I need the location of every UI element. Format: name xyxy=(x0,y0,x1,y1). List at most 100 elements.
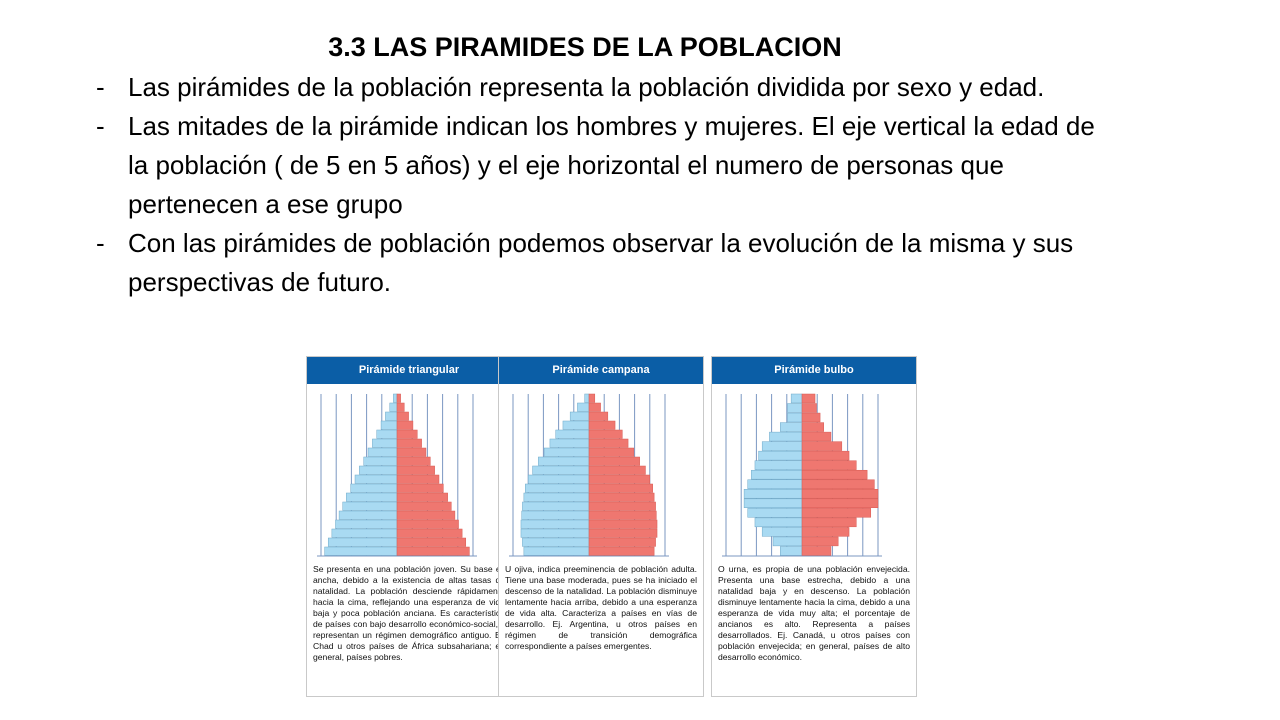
male-bar xyxy=(769,431,803,442)
female-bar xyxy=(588,420,616,430)
panel-description: O urna, es propia de una población envej… xyxy=(718,564,910,662)
bullet-item: - Las mitades de la pirámide indican los … xyxy=(96,107,1096,224)
pyramid-panel-bell: Pirámide campana U ojiva, indica preemin… xyxy=(498,356,704,697)
female-bar xyxy=(801,498,879,509)
female-bar xyxy=(588,438,629,448)
panel-header: Pirámide campana xyxy=(499,357,703,384)
female-bar xyxy=(588,402,601,412)
female-bar xyxy=(396,465,435,475)
female-bar xyxy=(396,510,456,520)
male-bar xyxy=(520,528,590,538)
male-bar xyxy=(549,438,590,448)
female-bar xyxy=(588,519,658,529)
male-bar xyxy=(562,420,590,430)
male-bar xyxy=(376,429,398,439)
pyramid-chart-bell xyxy=(509,393,669,557)
female-bar xyxy=(396,537,467,547)
male-bar xyxy=(787,412,803,423)
female-bar xyxy=(588,528,658,538)
male-bar xyxy=(758,450,803,461)
male-bar xyxy=(761,441,803,451)
male-bar xyxy=(342,501,398,511)
male-bar xyxy=(393,393,398,403)
bullet-text: Las pirámides de la población representa… xyxy=(128,72,1045,102)
male-bar xyxy=(761,527,803,537)
bullet-text: Las mitades de la pirámide indican los h… xyxy=(128,111,1095,219)
male-bar xyxy=(780,546,803,556)
female-bar xyxy=(801,527,850,537)
male-bar xyxy=(350,483,398,493)
male-bar xyxy=(780,422,803,432)
female-bar xyxy=(588,537,656,547)
male-bar xyxy=(754,517,803,528)
female-bar xyxy=(801,393,816,404)
female-bar xyxy=(396,456,431,466)
bullet-item: - Las pirámides de la población represent… xyxy=(96,68,1096,107)
male-bar xyxy=(751,469,803,480)
male-bar xyxy=(522,537,590,547)
female-bar xyxy=(588,429,623,439)
female-bar xyxy=(801,412,821,423)
male-bar xyxy=(538,456,590,466)
bullet-marker: - xyxy=(96,72,105,102)
female-bar xyxy=(588,456,640,466)
female-bar xyxy=(801,422,824,432)
female-bar xyxy=(588,411,609,421)
female-bar xyxy=(396,402,405,412)
male-bar xyxy=(772,536,803,547)
male-bar xyxy=(525,483,590,493)
female-bar xyxy=(588,546,655,556)
bullet-text: Con las pirámides de población podemos o… xyxy=(128,228,1074,297)
female-bar xyxy=(396,438,422,448)
male-bar xyxy=(335,519,398,529)
male-bar xyxy=(743,489,803,499)
male-bar xyxy=(389,402,398,412)
female-bar xyxy=(588,483,653,493)
male-bar xyxy=(367,447,398,457)
female-bar xyxy=(801,431,832,442)
male-bar xyxy=(338,510,398,520)
female-bar xyxy=(396,474,440,484)
female-bar xyxy=(396,492,448,502)
female-bar xyxy=(801,479,875,489)
female-bar xyxy=(801,536,839,547)
female-bar xyxy=(801,403,817,413)
male-bar xyxy=(331,528,398,538)
male-bar xyxy=(324,546,398,556)
male-bar xyxy=(743,498,803,509)
male-bar xyxy=(569,411,590,421)
male-bar xyxy=(787,403,803,413)
male-bar xyxy=(523,546,590,556)
pyramid-chart-bulb xyxy=(722,393,882,557)
female-bar xyxy=(396,483,444,493)
female-bar xyxy=(396,528,463,538)
panel-description: U ojiva, indica preeminencia de població… xyxy=(505,564,697,651)
female-bar xyxy=(396,447,427,457)
female-bar xyxy=(396,546,470,556)
female-bar xyxy=(588,393,596,403)
female-bar xyxy=(588,501,656,511)
female-bar xyxy=(396,501,452,511)
male-bar xyxy=(327,537,398,547)
male-bar xyxy=(380,420,398,430)
male-bar xyxy=(577,402,590,412)
bullet-marker: - xyxy=(96,228,105,258)
female-bar xyxy=(801,546,832,556)
male-bar xyxy=(555,429,590,439)
female-bar xyxy=(801,517,857,528)
female-bar xyxy=(588,492,655,502)
male-bar xyxy=(523,492,590,502)
female-bar xyxy=(801,508,872,518)
male-bar xyxy=(754,460,803,470)
male-bar xyxy=(584,393,590,403)
slide-title: 3.3 LAS PIRAMIDES DE LA POBLACION xyxy=(328,32,842,62)
male-bar xyxy=(520,519,590,529)
male-bar xyxy=(521,510,590,520)
female-bar xyxy=(588,510,657,520)
female-bar xyxy=(588,465,646,475)
male-bar xyxy=(747,479,803,489)
bullet-marker: - xyxy=(96,111,105,141)
female-bar xyxy=(396,411,409,421)
male-bar xyxy=(532,465,590,475)
panel-header: Pirámide triangular xyxy=(307,357,511,384)
